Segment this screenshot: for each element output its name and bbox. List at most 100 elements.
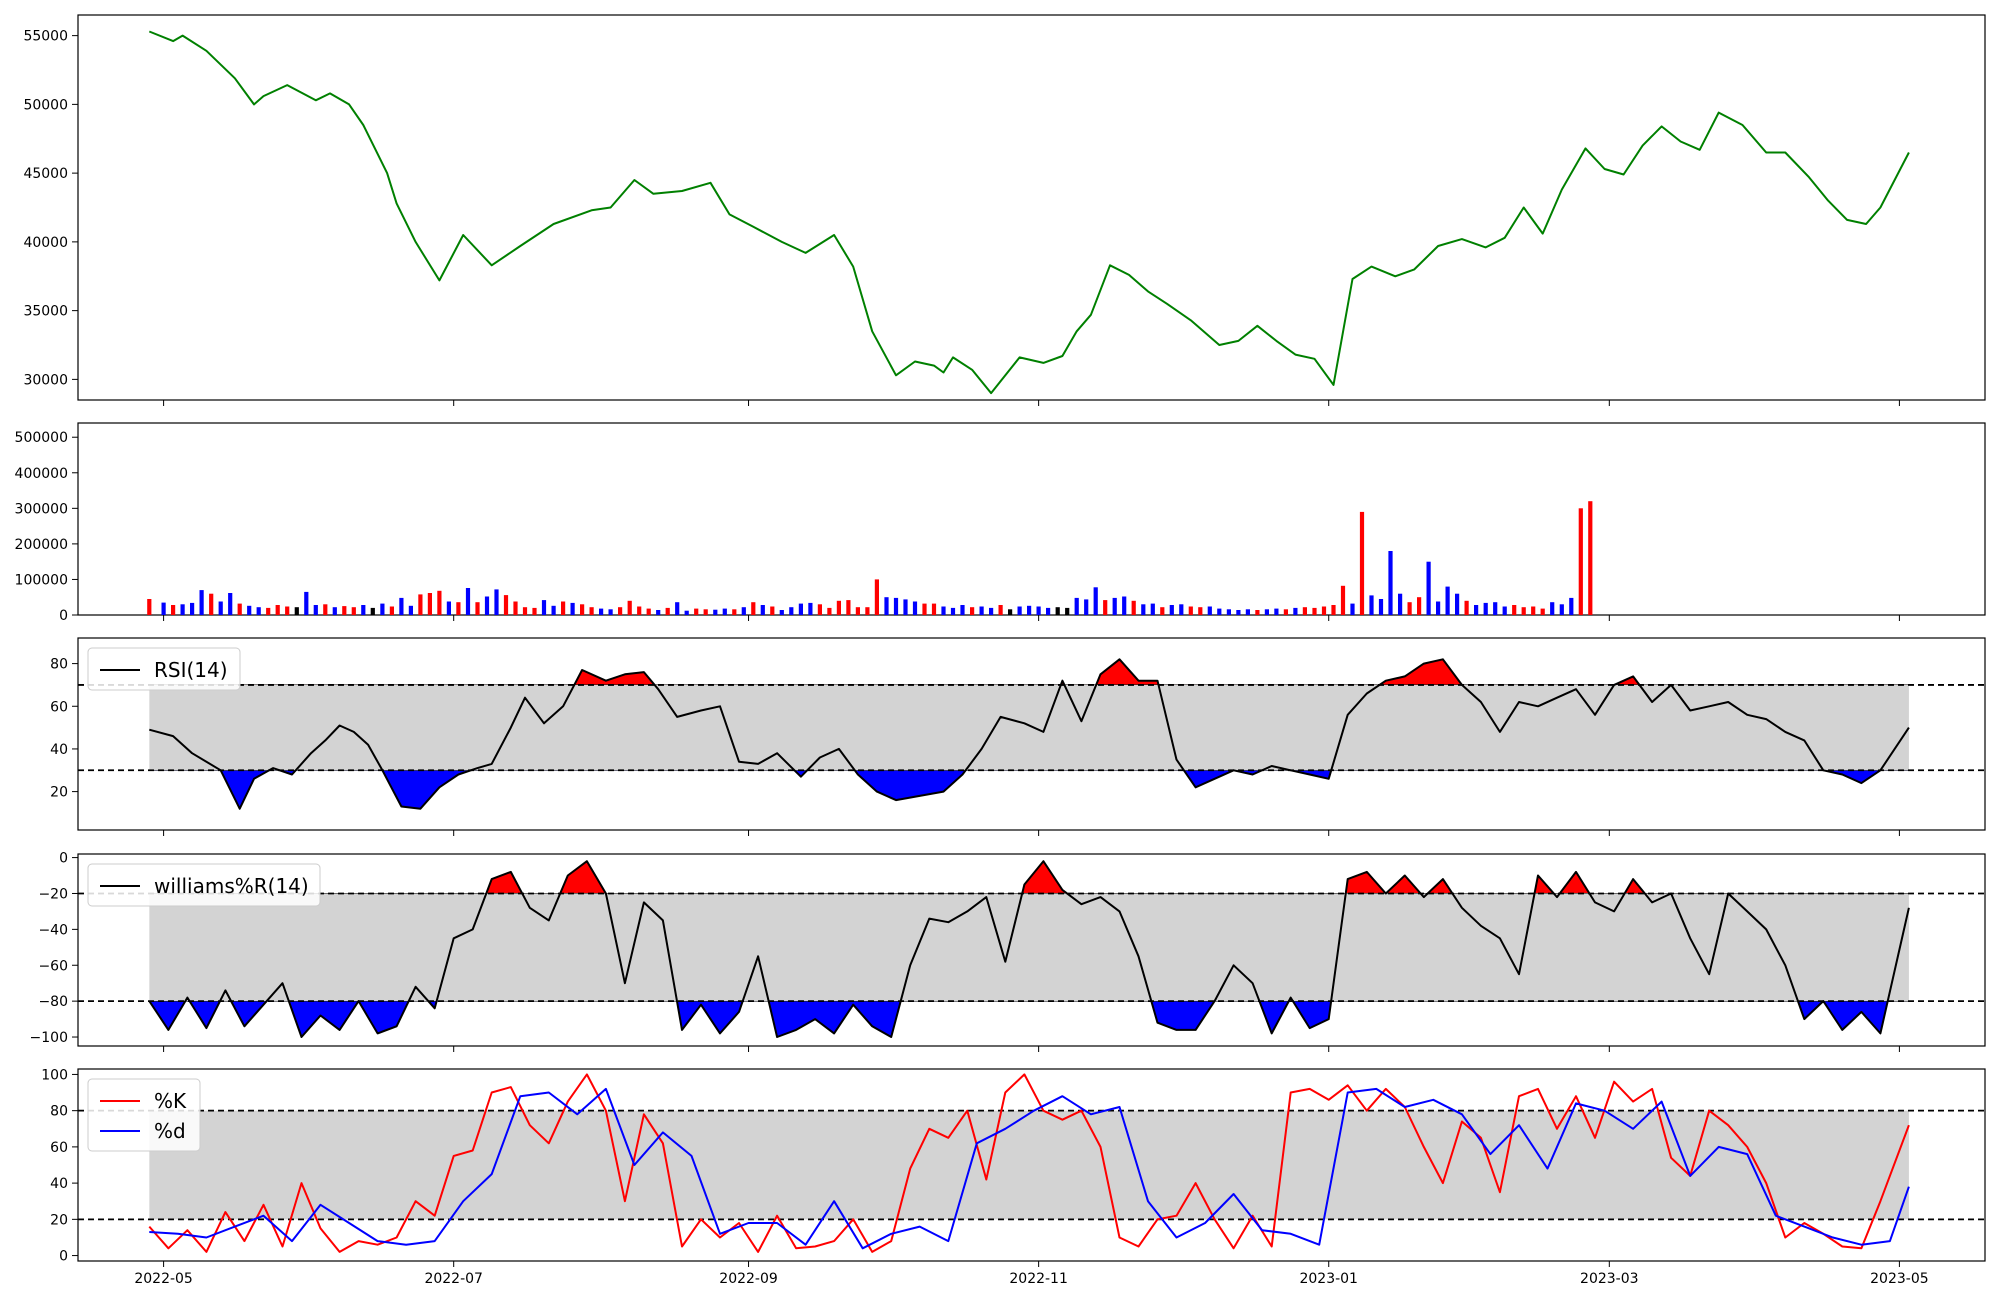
volume-ytick-label: 100000 xyxy=(15,572,68,588)
volume-bar xyxy=(855,607,860,615)
volume-bar xyxy=(684,610,689,615)
volume-bar xyxy=(456,602,461,615)
volume-bar xyxy=(998,605,1003,615)
price-ytick-label: 55000 xyxy=(23,29,68,45)
x-tick-label: 2022-09 xyxy=(719,1271,778,1287)
volume-bar xyxy=(1540,608,1545,615)
volume-bar xyxy=(1588,501,1593,615)
stochastic-legend-label: %K xyxy=(154,1089,187,1113)
price-ytick-label: 35000 xyxy=(23,304,68,320)
williams-line xyxy=(148,860,1910,1038)
x-tick-label: 2022-11 xyxy=(1009,1271,1068,1287)
williams-legend-box xyxy=(87,863,321,907)
volume-bar xyxy=(541,600,547,615)
volume-bar xyxy=(694,608,699,615)
williams-panel-frame xyxy=(77,853,1986,1047)
volume-bar xyxy=(922,603,927,615)
volume-bar xyxy=(1160,607,1165,615)
volume-bar xyxy=(1093,587,1098,615)
stochastic-d-line xyxy=(149,1087,1910,1250)
volume-bar xyxy=(247,605,252,615)
williams-legend-label: williams%R(14) xyxy=(154,874,309,898)
volume-bar xyxy=(285,606,290,615)
williams-oversold-fill xyxy=(148,1001,1910,1038)
volume-bar xyxy=(637,606,642,615)
volume-bar xyxy=(1407,602,1412,615)
stochastic-ytick-label: 80 xyxy=(50,1104,68,1120)
volume-bar xyxy=(161,602,166,615)
volume-bar xyxy=(979,606,984,615)
stochastic-ytick-label: 20 xyxy=(50,1212,68,1228)
volume-bar xyxy=(561,601,566,615)
volume-bar xyxy=(1436,601,1441,615)
volume-ytick-label: 400000 xyxy=(15,466,68,482)
volume-bar xyxy=(380,603,385,615)
volume-ytick-label: 0 xyxy=(59,608,68,624)
stochastic-ytick-label: 40 xyxy=(50,1176,68,1192)
volume-bar xyxy=(1312,607,1317,615)
volume-bar xyxy=(836,600,841,615)
volume-bar xyxy=(437,590,442,615)
williams-legend: williams%R(14) xyxy=(87,863,321,907)
volume-bar xyxy=(789,607,794,615)
volume-bar xyxy=(361,605,366,615)
volume-bar xyxy=(1569,597,1574,615)
volume-bar xyxy=(1521,607,1526,615)
volume-bar xyxy=(1122,596,1127,615)
volume-bar xyxy=(713,609,718,615)
volume-bar xyxy=(1008,609,1013,615)
volume-bar xyxy=(599,608,604,615)
price-line xyxy=(148,30,1910,395)
volume-bar xyxy=(1283,609,1288,615)
price-panel-frame xyxy=(77,14,1986,401)
volume-bar xyxy=(1074,597,1079,615)
x-tick-label: 2023-05 xyxy=(1870,1271,1929,1287)
volume-bar xyxy=(1141,604,1146,615)
volume-bar xyxy=(751,602,756,615)
rsi-legend: RSI(14) xyxy=(87,647,241,691)
williams-ytick-label: −80 xyxy=(38,994,68,1010)
stochastic-legend-box xyxy=(87,1078,201,1152)
volume-bar xyxy=(656,610,661,615)
volume-bar xyxy=(1369,595,1374,615)
volume-bar xyxy=(827,607,832,615)
volume-bar xyxy=(1226,609,1231,615)
volume-bar xyxy=(1417,597,1422,615)
volume-bar xyxy=(931,603,937,615)
volume-bar xyxy=(522,607,528,615)
volume-bar xyxy=(475,602,480,615)
volume-bar xyxy=(1378,599,1384,615)
volume-bar xyxy=(389,606,394,615)
volume-bar xyxy=(627,600,632,615)
volume-bar xyxy=(228,593,233,615)
volume-bar xyxy=(1217,608,1222,615)
volume-bar xyxy=(180,604,185,615)
volume-bar xyxy=(1493,602,1498,615)
volume-bar xyxy=(484,596,490,615)
rsi-ytick-label: 80 xyxy=(50,657,68,673)
volume-bar xyxy=(960,605,965,615)
price-ytick-label: 40000 xyxy=(23,235,68,251)
volume-bar xyxy=(1474,605,1479,615)
volume-bar xyxy=(209,593,214,615)
volume-bar xyxy=(580,604,585,615)
volume-bar xyxy=(1302,607,1307,615)
volume-bar xyxy=(589,607,594,615)
volume-bar xyxy=(199,590,204,615)
rsi-legend-label: RSI(14) xyxy=(154,658,228,682)
volume-bar xyxy=(1169,605,1174,615)
williams-band xyxy=(149,893,1909,1002)
volume-bar xyxy=(1103,600,1108,615)
volume-bar xyxy=(1426,561,1431,615)
volume-ytick-label: 200000 xyxy=(15,537,68,553)
volume-bar xyxy=(1046,607,1051,615)
volume-bar xyxy=(323,604,328,615)
volume-bar xyxy=(1188,606,1193,615)
volume-bar xyxy=(1065,607,1070,615)
volume-bar xyxy=(1293,607,1298,615)
volume-bar xyxy=(370,607,375,615)
volume-bar xyxy=(294,607,299,615)
rsi-line xyxy=(149,658,1910,810)
volume-bar xyxy=(703,609,708,615)
volume-bar xyxy=(446,601,451,615)
